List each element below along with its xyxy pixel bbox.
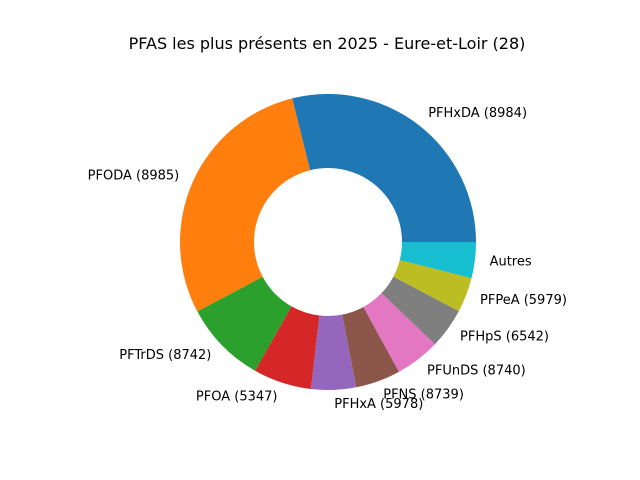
slice-pfoda — [179, 98, 311, 312]
slice-label-pfoa: PFOA (5347) — [196, 389, 278, 404]
slice-label-pfoda: PFODA (8985) — [88, 168, 180, 183]
slice-label-pfunds: PFUnDS (8740) — [427, 364, 526, 379]
slice-label-pfpea: PFPeA (5979) — [480, 293, 567, 308]
slice-pfhxda — [292, 94, 477, 242]
slice-pfhps — [381, 276, 459, 345]
slice-label-pfhxda: PFHxDA (8984) — [428, 106, 527, 121]
slice-pfoa — [255, 306, 320, 390]
donut-slices — [179, 94, 477, 390]
slice-label-pfns: PFNS (8739) — [383, 388, 464, 403]
slice-pfns — [342, 306, 399, 388]
slice-autres — [399, 242, 476, 279]
slice-label-pfhxa: PFHxA (5978) — [334, 397, 423, 412]
slice-label-pftrds: PFTrDS (8742) — [119, 348, 211, 363]
slice-pfhxa — [310, 314, 357, 390]
slice-pftrds — [197, 276, 292, 371]
slice-pfpea — [393, 260, 472, 312]
slice-labels: PFHxDA (8984) PFODA (8985) PFTrDS (8742) PF… — [88, 106, 567, 412]
slice-label-pfhps: PFHpS (6542) — [460, 330, 549, 345]
slice-pfunds — [363, 293, 435, 372]
chart-title: PFAS les plus présents en 2025 - Eure-et… — [129, 34, 526, 53]
slice-label-autres: Autres — [490, 254, 532, 269]
